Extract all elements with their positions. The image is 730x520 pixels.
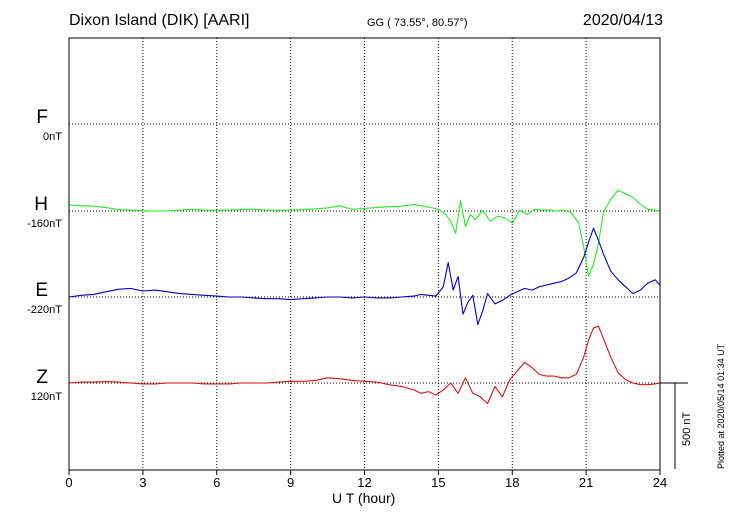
observation-date: 2020/04/13 [582, 12, 663, 29]
x-tick-label: 24 [652, 475, 668, 490]
x-tick-label: 15 [431, 475, 446, 490]
trace-group [68, 189, 661, 405]
component-baseline-e: -220nT [27, 304, 62, 316]
component-baseline-f: 0nT [43, 131, 62, 143]
component-baseline-h: -160nT [27, 218, 62, 230]
trace-e [68, 227, 661, 326]
geographic-coordinates: GG ( 73.55°, 80.57°) [367, 17, 468, 29]
trace-z [68, 325, 661, 405]
scale-bar-label: 500 nT [681, 411, 693, 446]
station-title: Dixon Island (DIK) [AARI] [69, 12, 250, 29]
scale-bar [660, 382, 688, 469]
component-label-e: E [35, 280, 48, 301]
plotted-timestamp: Plotted at 2020/05/14 01:34 UT [716, 343, 726, 469]
component-label-h: H [34, 194, 48, 215]
trace-h [68, 189, 661, 277]
x-tick-label: 3 [139, 475, 147, 490]
component-label-z: Z [36, 367, 48, 388]
component-baseline-z: 120nT [30, 391, 62, 403]
x-axis-label: U T (hour) [332, 490, 396, 506]
x-tick-label: 0 [65, 475, 73, 490]
component-label-f: F [36, 107, 48, 128]
x-tick-label: 6 [213, 475, 221, 490]
grid-lines [69, 38, 660, 470]
x-tick-label: 12 [357, 475, 372, 490]
x-axis-ticks [68, 470, 661, 475]
x-tick-label: 9 [287, 475, 295, 490]
x-tick-label: 21 [578, 475, 594, 490]
x-tick-label: 18 [505, 475, 520, 490]
